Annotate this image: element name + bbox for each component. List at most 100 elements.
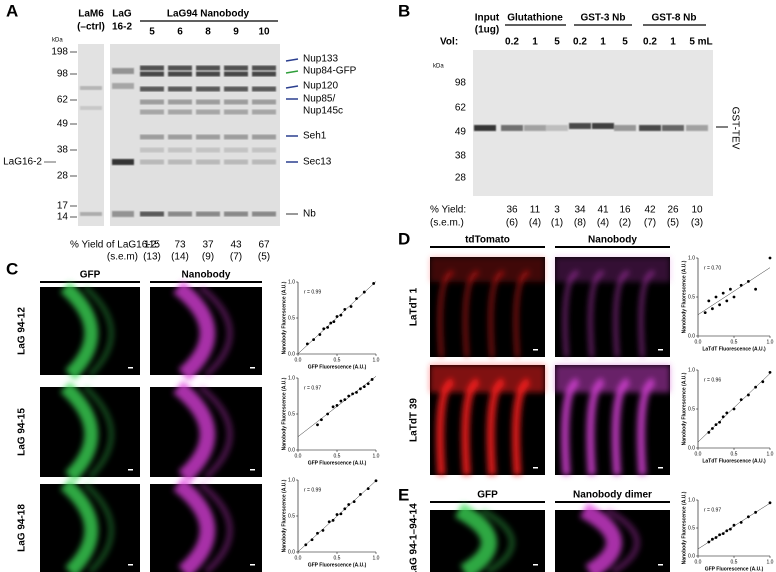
vol-label: 5	[622, 37, 628, 48]
gel-band	[224, 71, 248, 77]
x-tick-label: 1.0	[767, 451, 774, 457]
point	[316, 531, 319, 535]
tissue	[430, 365, 545, 393]
band-label: Sec13	[303, 157, 332, 168]
gel-band	[80, 86, 102, 90]
y-tick-label: 0.5	[688, 406, 695, 412]
y-tick-label: 0.0	[688, 333, 695, 339]
point	[714, 536, 718, 539]
gel-band	[224, 211, 248, 217]
lane-label: 6	[177, 27, 183, 38]
point	[711, 307, 714, 311]
yield-value: 3	[554, 205, 560, 216]
yield-value: 26	[667, 205, 679, 216]
point	[732, 295, 736, 299]
point	[725, 299, 729, 303]
point	[761, 380, 765, 384]
micrograph-signal	[454, 502, 515, 572]
gel-band	[196, 99, 220, 105]
y-tick-label: 0.5	[688, 525, 695, 531]
tissue	[60, 281, 99, 381]
gel-band	[252, 109, 276, 115]
tissue	[83, 285, 114, 377]
vol-label: 1	[532, 37, 538, 48]
label: LaM6	[78, 9, 104, 20]
gel-band	[140, 159, 164, 165]
band-label: Seh1	[303, 131, 327, 142]
protein-label: GST-TEV	[729, 107, 740, 150]
scale-bar	[658, 467, 663, 469]
gel-band	[474, 125, 496, 131]
gel-band	[686, 125, 708, 131]
gel-band	[168, 109, 192, 115]
y-tick-label: 0.5	[288, 315, 295, 321]
gel-band	[252, 211, 276, 217]
x-axis-label: GFP Fluorescence (A.U.)	[705, 566, 764, 572]
gel-band	[224, 159, 248, 165]
marker-label: 98	[455, 78, 467, 89]
vol-label: 5	[554, 37, 560, 48]
point	[349, 305, 353, 308]
gel-band	[168, 86, 192, 92]
sem-value: (5)	[258, 252, 270, 263]
band-label: Nb	[303, 209, 316, 220]
yield-value: 37	[202, 240, 214, 251]
tissue	[60, 381, 99, 482]
x-axis-label: LaTdT Fluorescence (A.U.)	[702, 458, 766, 464]
tissue	[579, 502, 622, 572]
gel-band	[196, 147, 220, 153]
annotation: r = 0.99	[304, 289, 321, 295]
gel-band	[140, 211, 164, 217]
row-label: LaG 94-12	[17, 307, 28, 355]
tissue	[555, 257, 670, 282]
tissue	[60, 478, 99, 572]
gel-band	[224, 147, 248, 153]
y-axis-label: Nanobody Fluorescence (A.U.)	[281, 281, 287, 354]
point	[721, 291, 725, 295]
scale-bar	[250, 367, 255, 369]
micrograph-signal	[60, 478, 114, 572]
vol-label: 0.2	[643, 37, 657, 48]
gel-band	[140, 147, 164, 153]
marker-label: 62	[57, 95, 69, 106]
point	[339, 313, 343, 317]
gel-band	[168, 65, 192, 71]
marker-label: 28	[57, 171, 69, 182]
y-tick-label: 1.0	[288, 375, 295, 381]
point	[721, 532, 725, 535]
gel-band	[112, 211, 134, 217]
gel	[78, 44, 104, 226]
marker-label: 49	[455, 127, 467, 138]
x-tick-label: 1.0	[373, 555, 380, 561]
point	[732, 407, 736, 411]
point	[339, 512, 343, 516]
point	[343, 398, 347, 401]
yield-value: 34	[574, 205, 586, 216]
column-header: Nanobody	[588, 235, 637, 246]
band-label: Nup85/	[303, 94, 335, 105]
tissue	[555, 365, 670, 393]
micrograph-signal	[173, 477, 233, 572]
scale-bar	[250, 564, 255, 566]
point	[366, 487, 370, 491]
point	[729, 287, 732, 291]
gel-band	[140, 86, 164, 92]
kda-label: kDa	[433, 64, 444, 70]
yield-value: 67	[258, 240, 270, 251]
tissue	[430, 257, 545, 282]
point	[370, 378, 374, 381]
gel-band	[592, 123, 614, 129]
tissue	[454, 502, 497, 572]
vol-label: 0.2	[573, 37, 587, 48]
point	[707, 299, 711, 303]
yield-value: 11	[530, 205, 541, 216]
point	[718, 533, 721, 537]
column-header: GFP	[477, 490, 498, 501]
band-label: Nup120	[303, 81, 338, 92]
point	[343, 507, 347, 511]
gel-band	[140, 65, 164, 71]
y-tick-label: 1.0	[688, 367, 695, 373]
gel-band	[252, 86, 276, 92]
sem-value: (3)	[691, 218, 703, 229]
point	[355, 297, 358, 300]
